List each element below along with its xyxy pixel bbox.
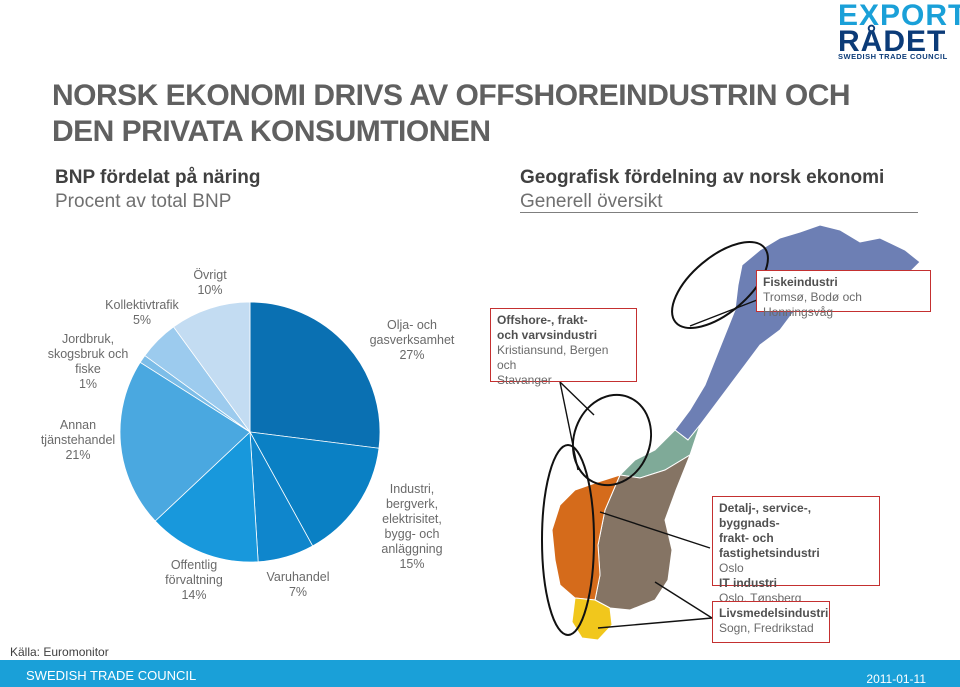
pie-label-industri: Industri, bergverk, elektrisitet, bygg- … bbox=[362, 482, 462, 572]
box-food-line1: Sogn, Fredrikstad bbox=[719, 621, 814, 635]
pie-slice-1 bbox=[249, 431, 380, 547]
footer-org: SWEDISH TRADE COUNCIL bbox=[26, 668, 197, 683]
map-region-west bbox=[551, 474, 621, 601]
pie-slice-3 bbox=[154, 431, 259, 563]
pie-label-industri-l1: Industri, bbox=[389, 482, 435, 496]
right-heading: Geografisk fördelning av norsk ekonomi bbox=[520, 167, 885, 188]
pie-label-kollektiv: Kollektivtrafik 5% bbox=[92, 298, 192, 328]
pie-label-industri-l3: elektrisitet, bbox=[382, 512, 442, 526]
pie-label-industri-value: 15% bbox=[399, 557, 425, 571]
arrow-food-1 bbox=[654, 581, 713, 619]
box-fish-title: Fiskeindustri bbox=[763, 275, 838, 289]
map-ellipse-west bbox=[541, 444, 595, 636]
pie-label-olja: Olja- och gasverksamhet 27% bbox=[362, 318, 462, 363]
pie-label-industri-l5: anläggning bbox=[381, 542, 443, 556]
arrow-fish bbox=[689, 299, 758, 327]
pie-label-offentlig: Offentlig förvaltning 14% bbox=[148, 558, 240, 603]
arrow-offshore-2 bbox=[559, 381, 579, 471]
gdp-pie-chart bbox=[119, 301, 381, 563]
left-heading: BNP fördelat på näring bbox=[55, 167, 261, 188]
pie-label-olja-l1: Olja- och bbox=[386, 318, 438, 332]
pie-label-ovrigt: Övrigt 10% bbox=[170, 268, 250, 298]
pie-label-annan-value: 21% bbox=[65, 448, 91, 462]
pie-label-offentlig-l2: förvaltning bbox=[165, 573, 223, 587]
right-heading-block: Geografisk fördelning av norsk ekonomi G… bbox=[520, 166, 884, 214]
box-offshore: Offshore-, frakt- och varvsindustri Kris… bbox=[490, 308, 637, 387]
box-food: Livsmedelsindustri Sogn, Fredrikstad bbox=[712, 601, 830, 643]
box-service-title-l2: frakt- och fastighetsindustri bbox=[719, 531, 820, 560]
source-note: Källa: Euromonitor bbox=[10, 645, 109, 659]
logo-export: EXPORT bbox=[838, 0, 960, 32]
pie-label-industri-l4: bygg- och bbox=[384, 527, 440, 541]
map-ellipse-mid bbox=[571, 393, 653, 487]
pie-label-jordbruk-l3: fiske bbox=[75, 362, 101, 376]
pie-label-jordbruk-l1: Jordbruk, bbox=[61, 332, 115, 346]
box-fish-line1: Tromsø, Bodø och Honningsvåg bbox=[763, 290, 862, 319]
footer-bar bbox=[0, 660, 960, 687]
right-subheading: Generell översikt bbox=[520, 191, 663, 212]
pie-label-annan-l1: Annan bbox=[59, 418, 97, 432]
page-title: NORSK EKONOMI DRIVS AV OFFSHOREINDUSTRIN… bbox=[52, 79, 851, 148]
box-offshore-line2: Stavanger bbox=[497, 373, 552, 387]
pie-label-olja-value: 27% bbox=[399, 348, 425, 362]
pie-label-kollektiv-value: 5% bbox=[132, 313, 152, 327]
box-offshore-title: Offshore-, frakt- och varvsindustri bbox=[497, 313, 630, 343]
pie-label-annan: Annan tjänstehandel 21% bbox=[28, 418, 128, 463]
left-heading-block: BNP fördelat på näring Procent av total … bbox=[55, 166, 261, 214]
box-service-line1: Oslo bbox=[719, 561, 744, 575]
pie-label-varuhandel-value: 7% bbox=[288, 585, 308, 599]
pie-label-jordbruk: Jordbruk, skogsbruk och fiske 1% bbox=[38, 332, 138, 392]
map-ellipse-north bbox=[671, 240, 769, 330]
logo-subtitle: SWEDISH TRADE COUNCIL bbox=[838, 52, 948, 61]
pie-label-ovrigt-l1: Övrigt bbox=[193, 268, 227, 282]
pie-slice-7 bbox=[173, 301, 251, 434]
box-offshore-title-l2: och varvsindustri bbox=[497, 328, 598, 342]
map-region-south-tip bbox=[571, 597, 613, 641]
left-subheading: Procent av total BNP bbox=[55, 191, 232, 212]
right-divider bbox=[520, 212, 918, 213]
box-service-title2: IT industri bbox=[719, 576, 777, 590]
arrow-offshore-1 bbox=[559, 381, 595, 416]
pie-label-ovrigt-value: 10% bbox=[197, 283, 223, 297]
pie-label-jordbruk-value: 1% bbox=[78, 377, 98, 391]
pie-slice-0 bbox=[249, 301, 381, 449]
pie-label-offentlig-value: 14% bbox=[181, 588, 207, 602]
pie-label-varuhandel-l1: Varuhandel bbox=[266, 570, 330, 584]
box-service-title-l1: Detalj-, service-, byggnads- bbox=[719, 501, 812, 530]
pie-label-varuhandel: Varuhandel 7% bbox=[252, 570, 344, 600]
box-fish: Fiskeindustri Tromsø, Bodø och Honningsv… bbox=[756, 270, 931, 319]
footer-date: 2011-01-11 bbox=[866, 672, 926, 686]
box-offshore-title-l1: Offshore-, frakt- bbox=[497, 313, 588, 327]
arrow-food-2 bbox=[597, 617, 713, 629]
logo-radet: RÅDET bbox=[838, 25, 947, 58]
box-service: Detalj-, service-, byggnads- frakt- och … bbox=[712, 496, 880, 605]
pie-label-offentlig-l1: Offentlig bbox=[170, 558, 218, 572]
box-service-title: Detalj-, service-, byggnads- frakt- och … bbox=[719, 501, 873, 561]
box-offshore-line1: Kristiansund, Bergen och bbox=[497, 343, 609, 372]
arrow-service bbox=[599, 511, 711, 549]
pie-label-jordbruk-l2: skogsbruk och bbox=[47, 347, 129, 361]
pie-slice-4 bbox=[119, 361, 251, 522]
pie-label-industri-l2: bergverk, bbox=[385, 497, 439, 511]
pie-label-annan-l2: tjänstehandel bbox=[40, 433, 116, 447]
box-food-title: Livsmedelsindustri bbox=[719, 606, 829, 620]
pie-label-olja-l2: gasverksamhet bbox=[369, 333, 455, 347]
pie-label-kollektiv-l1: Kollektivtrafik bbox=[105, 298, 179, 312]
